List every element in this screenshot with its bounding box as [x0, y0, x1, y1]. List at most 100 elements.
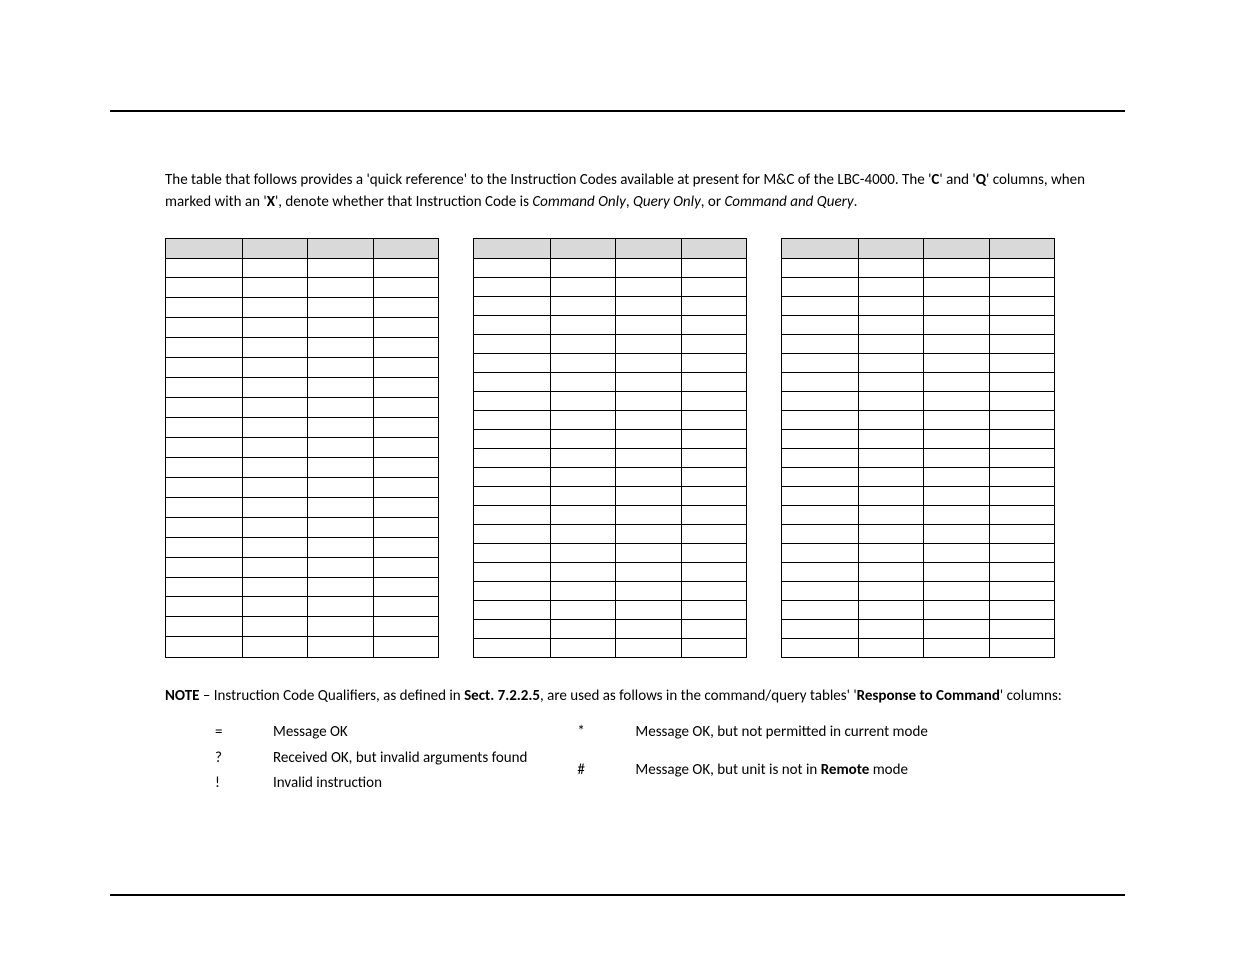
table-cell	[616, 296, 682, 315]
table-cell	[859, 486, 924, 505]
intro-text: .	[854, 193, 858, 211]
table-cell	[243, 418, 308, 438]
table-cell	[616, 638, 682, 657]
table-cell	[551, 429, 616, 448]
table-row	[474, 524, 747, 543]
table-cell	[243, 298, 308, 318]
qualifier-description: Received OK, but invalid arguments found	[273, 747, 527, 770]
table-cell	[474, 638, 551, 657]
table-row	[474, 448, 747, 467]
intro-bold-x: X	[267, 193, 275, 211]
table-cell	[474, 391, 551, 410]
table-cell	[859, 296, 924, 315]
table-row	[782, 524, 1055, 543]
table-cell	[243, 557, 308, 577]
qualifier-symbol: *	[577, 721, 635, 757]
table-cell	[374, 597, 439, 617]
intro-text: The table that follows provides a 'quick…	[165, 171, 931, 189]
table-cell	[551, 448, 616, 467]
table-cell	[924, 410, 990, 429]
intro-italic: Command and Query	[724, 193, 853, 211]
table-cell	[308, 617, 374, 637]
table-cell	[924, 277, 990, 296]
table-cell	[243, 338, 308, 358]
table-cell	[166, 557, 243, 577]
reference-table	[781, 238, 1055, 658]
table-cell	[682, 391, 747, 410]
table-cell	[682, 562, 747, 581]
table-row	[474, 562, 747, 581]
table-row	[166, 437, 439, 457]
table-cell	[308, 378, 374, 398]
table-cell	[166, 477, 243, 497]
table-cell	[682, 619, 747, 638]
table-cell	[682, 296, 747, 315]
table-cell	[308, 318, 374, 338]
table-cell	[924, 524, 990, 543]
table-cell	[166, 258, 243, 278]
table-row	[474, 543, 747, 562]
table-cell	[551, 505, 616, 524]
table-cell	[166, 338, 243, 358]
table-cell	[859, 410, 924, 429]
table-row	[474, 505, 747, 524]
table-row	[474, 467, 747, 486]
table-cell	[166, 358, 243, 378]
qualifier-description: Message OK, but not permitted in current…	[635, 721, 927, 757]
table-row	[166, 477, 439, 497]
table-cell	[243, 477, 308, 497]
tables-row	[165, 238, 1127, 658]
table-row	[166, 298, 439, 318]
table-cell	[782, 486, 859, 505]
intro-italic: Command Only	[532, 193, 625, 211]
table-cell	[551, 600, 616, 619]
table-header-cell	[924, 238, 990, 258]
table-cell	[551, 410, 616, 429]
table-cell	[782, 562, 859, 581]
table-cell	[551, 543, 616, 562]
table-cell	[782, 638, 859, 657]
table-cell	[859, 581, 924, 600]
table-cell	[551, 467, 616, 486]
table-cell	[474, 562, 551, 581]
table-row	[782, 277, 1055, 296]
table-cell	[682, 638, 747, 657]
table-cell	[308, 398, 374, 418]
table-cell	[682, 505, 747, 524]
table-cell	[990, 581, 1055, 600]
table-row	[166, 637, 439, 657]
table-row	[782, 315, 1055, 334]
table-header-cell	[782, 238, 859, 258]
table-row	[782, 467, 1055, 486]
table-row	[474, 619, 747, 638]
table-cell	[859, 600, 924, 619]
table-cell	[924, 296, 990, 315]
table-cell	[859, 638, 924, 657]
table-cell	[551, 277, 616, 296]
table-cell	[682, 277, 747, 296]
table-row	[166, 517, 439, 537]
table-cell	[474, 524, 551, 543]
note-paragraph: NOTE – Instruction Code Qualifiers, as d…	[165, 686, 1127, 708]
table-cell	[374, 258, 439, 278]
table-row	[474, 353, 747, 372]
table-cell	[782, 429, 859, 448]
table-header-cell	[551, 238, 616, 258]
table-cell	[616, 505, 682, 524]
table-cell	[859, 429, 924, 448]
table-cell	[990, 334, 1055, 353]
table-row	[166, 418, 439, 438]
table-cell	[990, 448, 1055, 467]
table-cell	[374, 398, 439, 418]
qualifier-symbol: !	[215, 772, 273, 795]
table-cell	[374, 378, 439, 398]
table-row	[166, 537, 439, 557]
table-cell	[859, 467, 924, 486]
table-cell	[308, 517, 374, 537]
table-row	[782, 505, 1055, 524]
table-cell	[990, 372, 1055, 391]
table-cell	[990, 315, 1055, 334]
table-cell	[166, 497, 243, 517]
table-cell	[166, 378, 243, 398]
table-cell	[990, 638, 1055, 657]
